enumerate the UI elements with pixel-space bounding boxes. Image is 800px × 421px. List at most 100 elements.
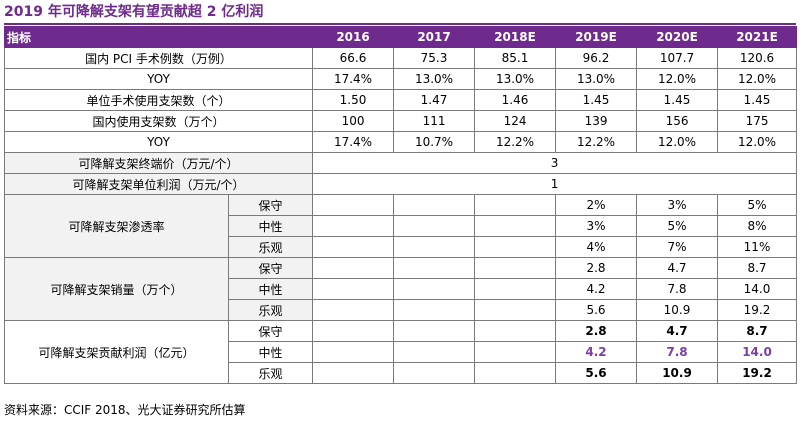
cell — [393, 362, 476, 384]
cell: 2% — [555, 194, 638, 216]
cell: 4.7 — [636, 320, 719, 342]
cell: 2.8 — [555, 257, 638, 279]
cell: 1.46 — [474, 89, 557, 111]
cell: 19.2 — [717, 299, 798, 321]
cell — [312, 236, 395, 258]
table-row: 乐观 5.6 10.9 19.2 — [5, 299, 798, 321]
table-row: YOY 17.4% 10.7% 12.2% 12.2% 12.0% 12.0% — [3, 131, 798, 153]
cell: 1.45 — [636, 89, 719, 111]
cell — [474, 320, 557, 342]
cell: 12.0% — [636, 131, 719, 153]
header-year: 2016 — [312, 26, 395, 48]
cell: 120.6 — [717, 47, 798, 69]
row-label: 可降解支架终端价（万元/个） — [3, 152, 314, 174]
cell — [312, 341, 395, 363]
forecast-table: 指标 2016 2017 2018E 2019E 2020E 2021E 国内 … — [3, 26, 798, 384]
cell: 1.45 — [717, 89, 798, 111]
cell — [312, 299, 395, 321]
cell: 4.7 — [636, 257, 719, 279]
cell: 8.7 — [717, 257, 798, 279]
row-label: YOY — [3, 68, 314, 90]
cell: 12.0% — [717, 68, 798, 90]
cell — [312, 215, 395, 237]
cell: 3% — [555, 215, 638, 237]
cell: 85.1 — [474, 47, 557, 69]
cell: 3% — [636, 194, 719, 216]
cell — [474, 299, 557, 321]
cell — [393, 194, 476, 216]
cell: 13.0% — [393, 68, 476, 90]
scenario-label: 保守 — [227, 194, 314, 216]
cell: 12.2% — [474, 131, 557, 153]
cell: 12.0% — [636, 68, 719, 90]
cell: 17.4% — [312, 68, 395, 90]
scenario-label: 中性 — [227, 215, 314, 237]
source-note: 资料来源：CCIF 2018、光大证券研究所估算 — [4, 403, 246, 417]
cell: 12.2% — [555, 131, 638, 153]
scenario-label: 中性 — [227, 278, 314, 300]
cell — [312, 320, 395, 342]
cell — [393, 341, 476, 363]
scenario-label: 乐观 — [227, 299, 314, 321]
row-label: 可降解支架单位利润（万元/个） — [3, 173, 314, 195]
cell: 4% — [555, 236, 638, 258]
header-year: 2017 — [393, 26, 476, 48]
cell: 10.9 — [636, 299, 719, 321]
cell — [474, 236, 557, 258]
title-divider — [4, 23, 796, 25]
cell: 14.0 — [717, 278, 798, 300]
cell — [312, 257, 395, 279]
scenario-label: 中性 — [227, 341, 314, 363]
table-row: 乐观 4% 7% 11% — [5, 236, 798, 258]
scenario-label: 保守 — [227, 320, 314, 342]
cell — [393, 257, 476, 279]
header-year: 2018E — [474, 26, 557, 48]
cell — [312, 362, 395, 384]
header-label: 指标 — [3, 26, 314, 48]
header-row: 指标 2016 2017 2018E 2019E 2020E 2021E — [3, 26, 798, 48]
cell: 5% — [636, 215, 719, 237]
scenario-label: 保守 — [227, 257, 314, 279]
table-row: 中性 4.2 7.8 14.0 — [5, 341, 798, 363]
cell — [312, 194, 395, 216]
row-label: 国内使用支架数（万个） — [3, 110, 314, 132]
cell — [474, 257, 557, 279]
table-row: 可降解支架终端价（万元/个） 3 — [3, 152, 798, 174]
scenario-label: 乐观 — [227, 236, 314, 258]
cell: 13.0% — [474, 68, 557, 90]
cell: 124 — [474, 110, 557, 132]
cell: 14.0 — [717, 341, 798, 363]
cell: 7.8 — [636, 278, 719, 300]
merged-cell: 1 — [312, 173, 798, 195]
cell — [393, 215, 476, 237]
cell: 10.9 — [636, 362, 719, 384]
merged-cell: 3 — [312, 152, 798, 174]
cell — [474, 362, 557, 384]
cell — [474, 278, 557, 300]
scenario-label: 乐观 — [227, 362, 314, 384]
table-row: 可降解支架渗透率 保守 2% 3% 5% — [4, 194, 798, 258]
cell — [312, 278, 395, 300]
cell: 156 — [636, 110, 719, 132]
cell: 4.2 — [555, 341, 638, 363]
table-row: 可降解支架贡献利润（亿元） 保守 2.8 4.7 8.7 — [4, 320, 798, 384]
cell: 1.50 — [312, 89, 395, 111]
cell: 100 — [312, 110, 395, 132]
cell: 111 — [393, 110, 476, 132]
cell: 175 — [717, 110, 798, 132]
cell: 5% — [717, 194, 798, 216]
table-row: 可降解支架销量（万个） 保守 2.8 4.7 8.7 — [4, 257, 798, 321]
cell: 7.8 — [636, 341, 719, 363]
cell: 19.2 — [717, 362, 798, 384]
header-year: 2019E — [555, 26, 638, 48]
row-label: 单位手术使用支架数（个） — [3, 89, 314, 111]
cell: 75.3 — [393, 47, 476, 69]
table-row: 乐观 5.6 10.9 19.2 — [5, 362, 798, 384]
cell: 1.45 — [555, 89, 638, 111]
group-label: 可降解支架渗透率 — [4, 194, 229, 258]
cell: 8.7 — [717, 320, 798, 342]
group-label: 可降解支架贡献利润（亿元） — [4, 320, 229, 384]
cell — [474, 215, 557, 237]
cell: 4.2 — [555, 278, 638, 300]
table-row: 中性 3% 5% 8% — [5, 215, 798, 237]
